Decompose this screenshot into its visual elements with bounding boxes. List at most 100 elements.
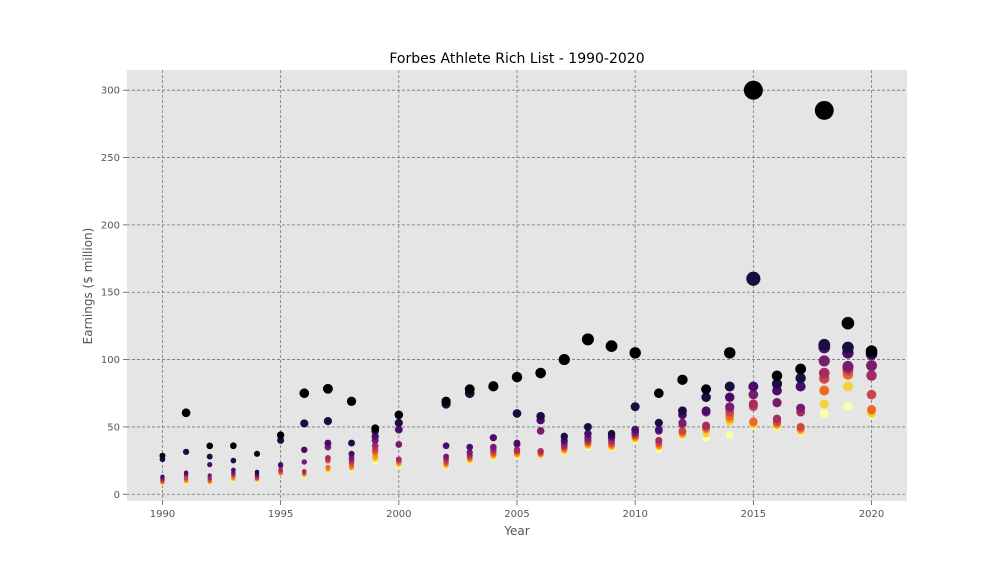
data-point: [513, 439, 521, 447]
data-point: [796, 422, 805, 431]
data-point: [324, 439, 332, 447]
data-point: [464, 384, 475, 395]
data-point: [253, 450, 261, 457]
data-point: [771, 370, 783, 381]
data-point: [394, 418, 403, 427]
data-point: [583, 422, 592, 431]
data-point: [371, 432, 379, 441]
data-point: [795, 363, 807, 375]
data-point: [443, 453, 450, 460]
data-point: [818, 355, 830, 367]
data-point: [701, 384, 712, 395]
data-point: [865, 345, 878, 357]
data-point: [748, 381, 759, 392]
data-point: [278, 467, 284, 473]
data-point: [206, 453, 213, 460]
data-point: [513, 446, 521, 454]
data-point: [183, 470, 189, 475]
data-point: [678, 418, 687, 427]
data-point: [323, 417, 333, 426]
data-point: [677, 374, 688, 385]
data-point: [159, 452, 166, 459]
x-tick-label: 2020: [859, 509, 884, 520]
data-point: [536, 411, 545, 421]
data-point: [558, 353, 570, 366]
data-point: [206, 442, 214, 450]
x-tick-label: 2010: [622, 509, 647, 520]
data-point: [490, 443, 497, 451]
data-point: [772, 414, 782, 424]
data-point: [395, 441, 403, 448]
data-point: [394, 410, 404, 420]
data-point: [442, 442, 450, 450]
x-tick-label: 2005: [504, 509, 529, 520]
data-point: [324, 454, 331, 461]
data-point: [301, 469, 307, 474]
axis-ticks: 1990 1995 2000 2005 2010 2015 2020 0 50 100 150 200…: [101, 86, 884, 520]
data-point: [748, 399, 758, 409]
data-point: [466, 449, 473, 456]
data-point: [560, 432, 568, 441]
data-point: [537, 447, 544, 455]
x-tick-label: 2000: [386, 509, 411, 520]
data-point: [702, 421, 711, 430]
x-tick-label: 1990: [150, 509, 175, 520]
y-tick-label: 300: [101, 86, 120, 97]
data-point: [743, 80, 763, 100]
data-point: [842, 360, 854, 372]
data-point: [701, 392, 711, 403]
data-point: [819, 399, 829, 409]
data-point: [725, 402, 735, 412]
data-point: [724, 392, 735, 403]
data-point: [746, 271, 761, 286]
x-tick-label: 2015: [741, 509, 766, 520]
data-point: [841, 316, 855, 330]
data-point: [726, 431, 734, 439]
data-point: [371, 442, 379, 450]
data-point: [866, 370, 877, 381]
data-point: [511, 371, 523, 383]
data-point: [866, 389, 877, 400]
data-point: [818, 367, 830, 379]
data-point: [488, 381, 499, 392]
data-point: [630, 402, 640, 412]
data-point: [277, 436, 285, 444]
data-point: [230, 467, 236, 473]
data-point: [466, 443, 474, 451]
data-point: [771, 378, 783, 389]
data-point: [322, 383, 333, 394]
data-point: [276, 431, 285, 439]
x-axis-label: Year: [503, 524, 529, 538]
data-point: [394, 425, 403, 434]
data-point: [819, 385, 830, 396]
y-tick-label: 250: [101, 153, 120, 164]
data-point: [819, 409, 829, 418]
data-point: [512, 409, 522, 418]
data-point: [605, 340, 618, 352]
data-point: [346, 396, 357, 406]
data-point: [254, 469, 260, 475]
data-point: [723, 347, 736, 359]
data-point: [301, 459, 308, 465]
data-point: [395, 456, 402, 463]
data-point: [160, 474, 165, 479]
data-point: [536, 427, 545, 435]
data-point: [299, 388, 310, 399]
data-point: [795, 372, 806, 384]
data-point: [278, 462, 284, 468]
data-point: [300, 419, 309, 428]
data-point: [814, 100, 834, 120]
data-point: [866, 360, 878, 372]
x-tick-label: 1995: [268, 509, 293, 520]
data-point: [348, 439, 355, 447]
data-point: [181, 408, 191, 418]
data-point: [701, 406, 711, 416]
y-tick-label: 200: [101, 220, 120, 231]
data-point: [301, 446, 308, 454]
data-point: [581, 333, 594, 346]
data-point: [654, 425, 663, 434]
data-point: [230, 457, 237, 464]
data-point: [631, 425, 640, 434]
chart-title: Forbes Athlete Rich List - 1990-2020: [389, 51, 644, 67]
